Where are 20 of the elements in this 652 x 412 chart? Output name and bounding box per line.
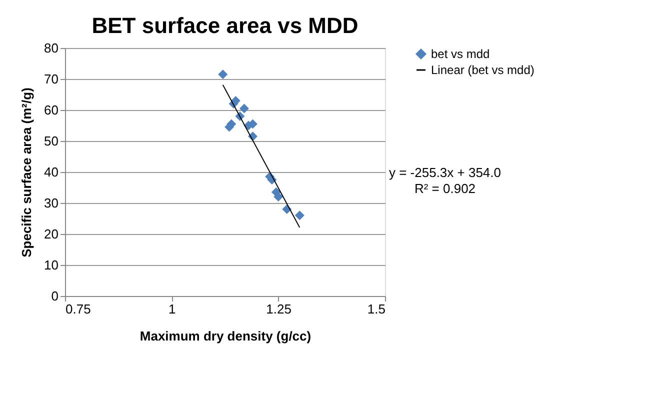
chart-title: BET surface area vs MDD <box>92 13 358 38</box>
y-tick-label: 0 <box>51 288 58 304</box>
y-tick-label: 10 <box>44 258 58 272</box>
x-tick-label: 0.75 <box>66 302 91 316</box>
y-axis-title: Specific surface area (m²/g) <box>19 88 34 258</box>
y-tick-label: 80 <box>44 40 58 56</box>
y-tick-label: 20 <box>44 226 58 242</box>
y-tick-label: 30 <box>44 196 58 210</box>
y-tick-label: 70 <box>44 72 58 86</box>
y-tick-label: 40 <box>44 164 58 180</box>
x-tick-label: 1.5 <box>367 302 386 316</box>
legend-label: bet vs mdd <box>431 47 490 61</box>
legend-label: Linear (bet vs mdd) <box>431 63 534 77</box>
text: y = -255.3x + 354.0 <box>388 165 502 180</box>
y-tick-label: 50 <box>44 134 58 148</box>
x-tick-label: 1.25 <box>266 302 292 316</box>
x-tick-label: 1 <box>168 302 176 316</box>
x-axis-title: Maximum dry density (g/cc) <box>140 328 312 344</box>
text: R² = 0.902 <box>414 181 476 196</box>
y-tick-label: 60 <box>44 102 58 118</box>
